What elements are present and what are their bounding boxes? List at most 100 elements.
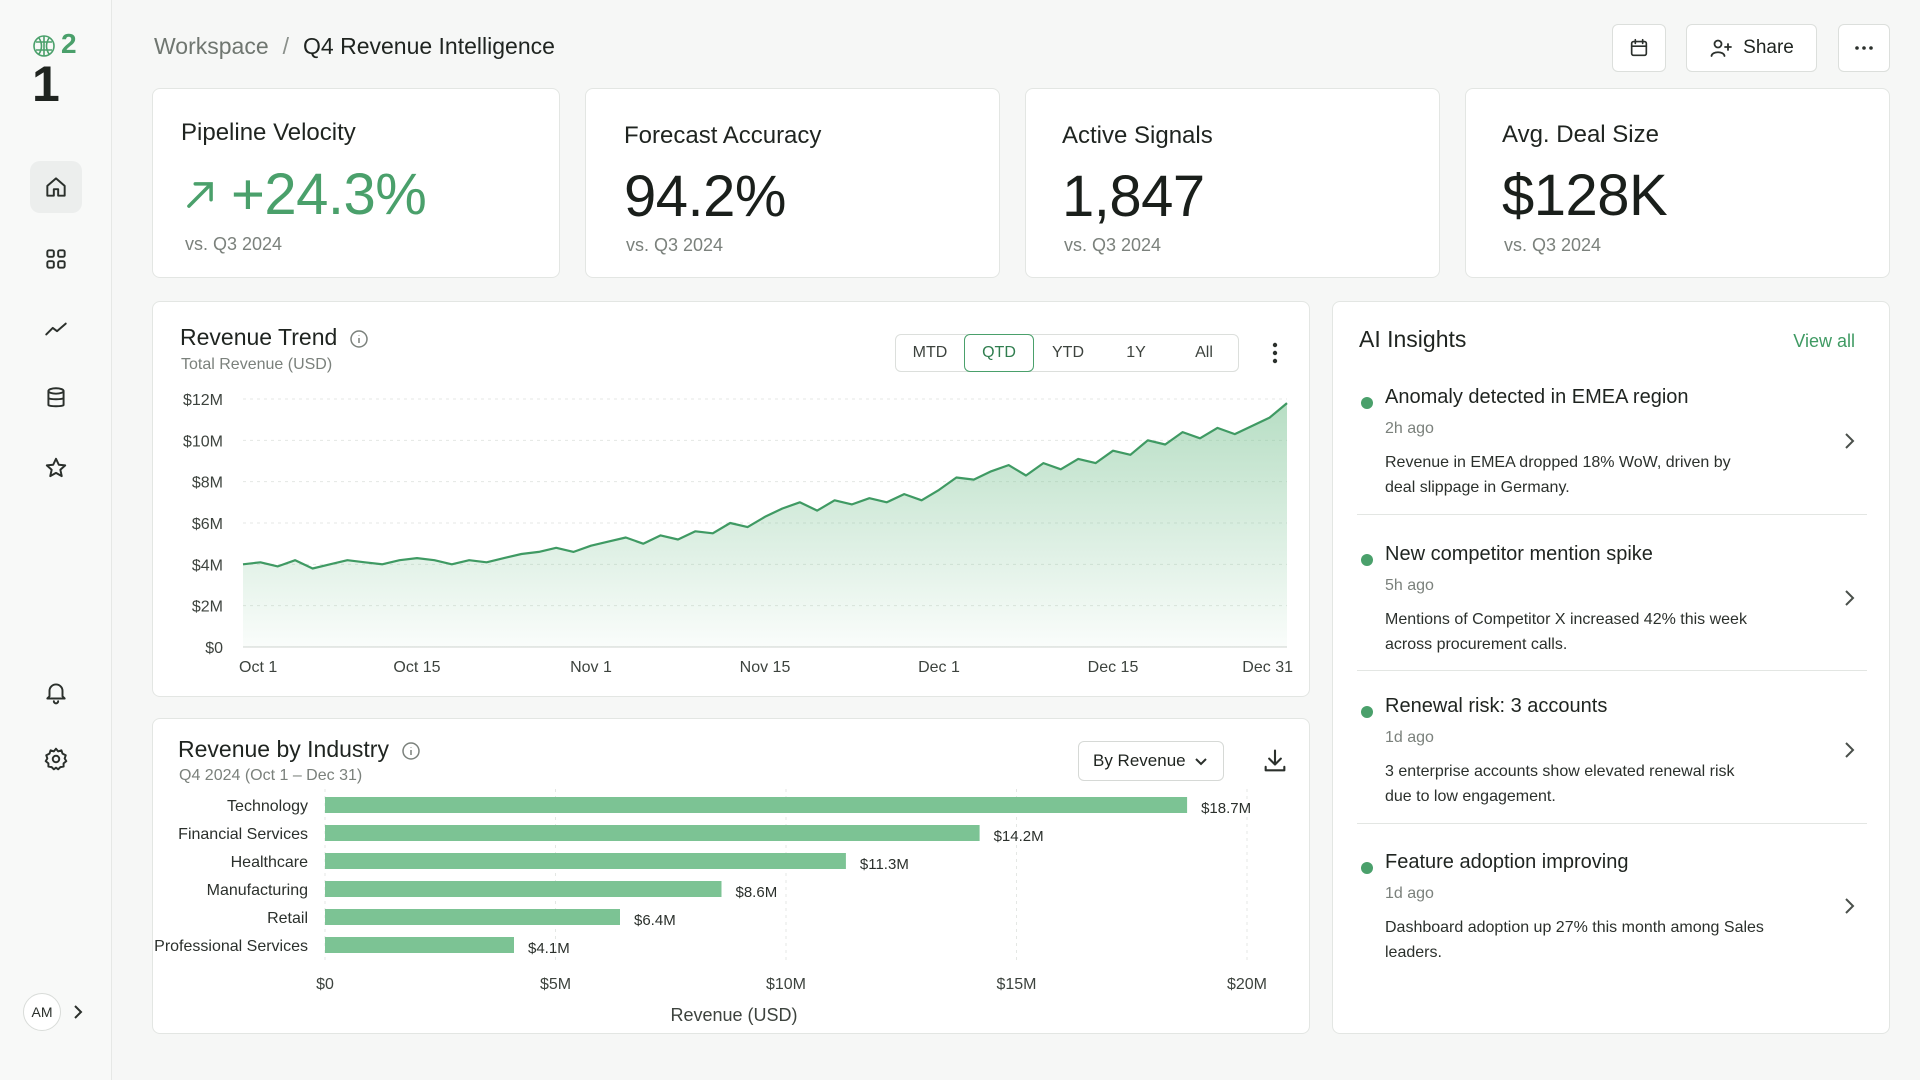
bar[interactable]: [325, 909, 620, 925]
bar[interactable]: [325, 853, 846, 869]
kpi-comparison: vs. Q3 2024: [185, 234, 283, 254]
more-options-button[interactable]: [1838, 24, 1890, 72]
sidebar-item-grid[interactable]: [30, 233, 82, 285]
chevron-right-icon: [74, 1005, 83, 1019]
kpi-value: $128K: [1502, 163, 1668, 228]
gear-icon: [44, 747, 68, 771]
revenue-trend-card: Revenue Trend Total Revenue (USD) MTD QT…: [152, 301, 1310, 697]
x-axis-label: Revenue (USD): [670, 1005, 797, 1025]
sidebar-item-analytics[interactable]: [30, 303, 82, 355]
x-tick-label: Nov 15: [740, 659, 791, 676]
bar-value-label: $11.3M: [860, 856, 909, 873]
category-label: Professional Services: [154, 938, 308, 955]
series-line: [242, 402, 1288, 570]
grid-icon: [46, 249, 66, 269]
range-selector: MTD QTD YTD 1Y All: [895, 334, 1239, 372]
y-tick-label: $6M: [192, 516, 223, 533]
industry-title: Revenue by Industry: [178, 736, 389, 762]
ai-insights-title: AI Insights: [1359, 326, 1467, 352]
bar[interactable]: [325, 881, 722, 897]
info-icon[interactable]: [401, 740, 421, 760]
sidebar-item-favorites[interactable]: [30, 442, 82, 494]
chevron-right-icon: [1843, 587, 1857, 609]
divider: [1357, 514, 1867, 515]
kpi-card-forecast-accuracy: Forecast Accuracy 94.2% vs. Q3 2024: [585, 88, 1000, 278]
x-tick-label: $5M: [540, 976, 571, 993]
insight-item[interactable]: Feature adoption improving 1d ago Dashbo…: [1357, 851, 1867, 1003]
chevron-right-icon: [1843, 739, 1857, 761]
status-dot: [1361, 554, 1373, 566]
x-tick-label: Dec 1: [918, 659, 960, 676]
logo-superscript: 2: [61, 28, 77, 59]
insight-time: 2h ago: [1385, 420, 1434, 437]
insight-time: 1d ago: [1385, 729, 1434, 746]
sidebar-item-notifications[interactable]: [30, 666, 82, 718]
kpi-value: +24.3%: [181, 161, 427, 228]
y-tick-label: $10M: [183, 433, 223, 450]
database-icon: [47, 387, 65, 408]
revenue-trend-title-row: Revenue Trend: [180, 324, 369, 351]
calendar-icon: [1630, 38, 1648, 57]
kpi-title: Forecast Accuracy: [624, 122, 822, 149]
sort-select[interactable]: By Revenue: [1078, 741, 1224, 781]
app-logo[interactable]: 2 1: [28, 26, 88, 112]
share-button[interactable]: Share: [1686, 24, 1817, 72]
info-icon[interactable]: [349, 328, 369, 348]
bar[interactable]: [325, 937, 514, 953]
x-tick-label: $10M: [766, 976, 806, 993]
chevron-right-icon: [1843, 895, 1857, 917]
y-tick-label: $8M: [192, 475, 223, 492]
download-button[interactable]: [1257, 743, 1293, 779]
bar-value-label: $18.7M: [1201, 800, 1251, 817]
home-icon: [46, 177, 66, 197]
sidebar-item-home[interactable]: [30, 161, 82, 213]
kpi-title: Active Signals: [1062, 122, 1213, 149]
bar-value-label: $8.6M: [736, 884, 778, 901]
status-dot: [1361, 397, 1373, 409]
category-label: Manufacturing: [207, 882, 308, 899]
breadcrumb-root[interactable]: Workspace: [154, 33, 269, 59]
chevron-down-icon: [1195, 758, 1207, 766]
bar[interactable]: [325, 825, 980, 841]
x-tick-label: Dec 15: [1088, 659, 1139, 676]
view-all-link[interactable]: View all: [1793, 331, 1855, 351]
range-all[interactable]: All: [1195, 344, 1213, 361]
range-ytd[interactable]: YTD: [1052, 344, 1084, 361]
expand-sidebar-button[interactable]: [70, 1003, 86, 1021]
range-mtd[interactable]: MTD: [912, 344, 948, 361]
sidebar: 2 1 AM: [0, 0, 112, 1080]
page-title: Q4 Revenue Intelligence: [303, 33, 555, 59]
x-tick-label: Dec 31: [1242, 659, 1293, 676]
more-vertical-icon: [1272, 342, 1278, 364]
calendar-button[interactable]: [1612, 24, 1666, 72]
x-tick-label: $20M: [1227, 976, 1267, 993]
x-tick-label: $15M: [996, 976, 1036, 993]
star-icon: [45, 457, 67, 478]
insight-item[interactable]: Anomaly detected in EMEA region 2h ago R…: [1357, 386, 1867, 538]
insight-title: Anomaly detected in EMEA region: [1385, 386, 1689, 408]
sidebar-item-data[interactable]: [30, 372, 82, 424]
avatar[interactable]: AM: [23, 993, 61, 1031]
kpi-card-active-signals: Active Signals 1,847 vs. Q3 2024: [1025, 88, 1440, 278]
insight-item[interactable]: Renewal risk: 3 accounts 1d ago 3 enterp…: [1357, 695, 1867, 847]
insight-time: 1d ago: [1385, 885, 1434, 902]
range-1y[interactable]: 1Y: [1126, 344, 1146, 361]
y-tick-label: $2M: [192, 599, 223, 616]
add-user-icon: [1710, 39, 1733, 57]
area-fill: [243, 403, 1287, 647]
sort-select-value: By Revenue: [1093, 751, 1186, 770]
kpi-value: 1,847: [1062, 164, 1205, 229]
sidebar-item-settings[interactable]: [30, 733, 82, 785]
bar-value-label: $6.4M: [634, 912, 676, 929]
chart-menu-button[interactable]: [1265, 338, 1285, 368]
industry-title-row: Revenue by Industry: [178, 736, 421, 763]
breadcrumb: Workspace / Q4 Revenue Intelligence: [154, 33, 555, 60]
brain-logo-icon: 2 1: [32, 28, 77, 112]
kpi-value-text: +24.3%: [231, 162, 427, 227]
divider: [1357, 823, 1867, 824]
range-qtd[interactable]: QTD: [964, 334, 1034, 372]
bar[interactable]: [325, 797, 1188, 813]
y-tick-label: $12M: [183, 392, 223, 409]
insight-item[interactable]: New competitor mention spike 5h ago Ment…: [1357, 543, 1867, 695]
revenue-trend-title: Revenue Trend: [180, 324, 338, 350]
